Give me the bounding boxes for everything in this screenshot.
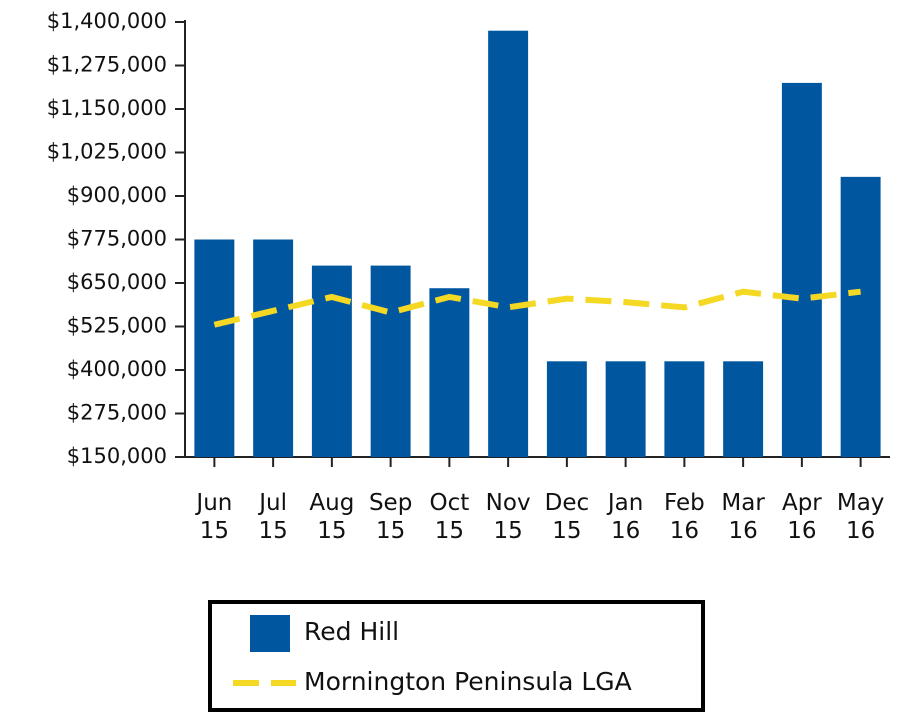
y-tick-label: $525,000: [67, 314, 167, 338]
x-tick-label: Apr 16: [781, 490, 822, 544]
bar: [370, 265, 411, 457]
bar: [429, 288, 470, 457]
y-tick-label: $150,000: [67, 444, 167, 468]
line: [213, 288, 861, 328]
x-tick-label: May 16: [836, 490, 885, 544]
legend-label: Red Hill: [304, 617, 399, 646]
y-tick-label: $650,000: [67, 270, 167, 294]
x-tick-label: Jun 15: [196, 490, 233, 544]
x-tick-label: Nov 15: [485, 490, 531, 544]
bar: [194, 239, 235, 457]
bar: [253, 239, 294, 457]
y-tick-label: $1,025,000: [47, 140, 167, 164]
bar: [546, 361, 587, 457]
x-tick-label: Aug 15: [309, 490, 355, 544]
bar: [781, 82, 822, 458]
y-tick-label: $900,000: [67, 183, 167, 207]
bar: [605, 361, 646, 457]
bar: [723, 361, 764, 457]
x-tick-label: Feb 16: [664, 490, 705, 544]
x-tick-label: Sep 15: [368, 490, 413, 544]
legend-label: Mornington Peninsula LGA: [304, 667, 632, 696]
y-tick-label: $1,275,000: [47, 53, 167, 77]
legend-box: [208, 600, 705, 712]
bar: [488, 30, 529, 457]
x-tick-label: Oct 15: [429, 490, 470, 544]
y-tick-label: $275,000: [67, 401, 167, 425]
bar: [664, 361, 705, 457]
legend-swatch: [250, 615, 290, 652]
x-tick-label: Jul 15: [258, 490, 288, 544]
x-tick-label: Dec 15: [544, 490, 590, 544]
x-tick-label: Mar 16: [721, 490, 765, 544]
bar: [840, 176, 881, 458]
y-tick-label: $400,000: [67, 357, 167, 381]
x-tick-label: Jan 16: [607, 490, 644, 544]
y-tick-label: $1,400,000: [47, 9, 167, 33]
y-tick-label: $1,150,000: [47, 96, 167, 120]
y-tick-label: $775,000: [67, 227, 167, 251]
